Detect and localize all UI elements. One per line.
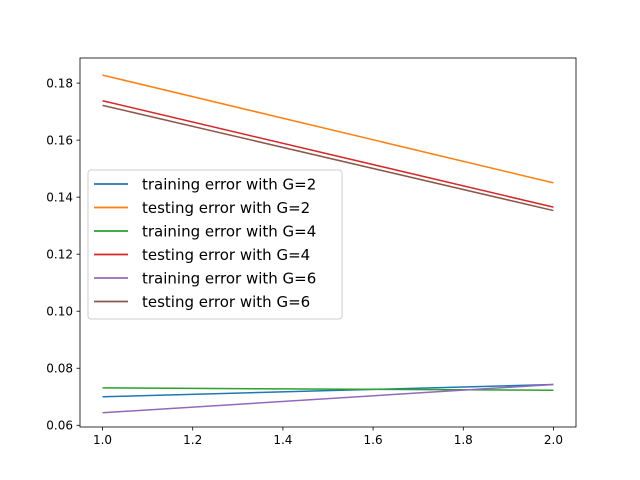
legend-label-3: testing error with G=4	[142, 246, 310, 264]
x-axis: 1.0 1.2 1.4 1.6 1.8 2.0	[93, 427, 563, 447]
series-line-5	[102, 104, 554, 212]
plot-frame	[79, 57, 577, 428]
legend-label-2: training error with G=4	[142, 223, 316, 241]
y-tick-label: 0.18	[46, 76, 73, 90]
y-tick-label: 0.08	[46, 362, 73, 376]
series-line-0	[102, 383, 554, 398]
plot-area	[79, 57, 577, 428]
series-line-1	[102, 74, 554, 184]
legend-label-0: training error with G=2	[142, 176, 316, 194]
x-tick-label: 2.0	[544, 433, 563, 447]
y-axis: 0.06 0.08 0.10 0.12 0.14 0.16 0.18	[46, 76, 80, 433]
legend: training error with G=2 testing error wit…	[87, 169, 343, 320]
y-tick-label: 0.12	[46, 247, 73, 261]
legend-box	[87, 169, 343, 320]
legend-label-1: testing error with G=2	[142, 199, 310, 217]
x-tick-label: 1.0	[93, 433, 112, 447]
legend-label-4: training error with G=6	[142, 270, 316, 288]
x-tick-label: 1.2	[183, 433, 202, 447]
x-tick-label: 1.6	[364, 433, 383, 447]
y-tick-label: 0.14	[46, 190, 73, 204]
x-tick-label: 1.4	[273, 433, 292, 447]
x-tick-label: 1.8	[454, 433, 473, 447]
y-tick-label: 0.10	[46, 305, 73, 319]
series-layer	[102, 74, 554, 414]
legend-label-5: testing error with G=6	[142, 293, 310, 311]
series-line-4	[102, 383, 554, 414]
y-tick-label: 0.06	[46, 419, 73, 433]
y-tick-label: 0.16	[46, 133, 73, 147]
series-line-3	[102, 100, 554, 208]
